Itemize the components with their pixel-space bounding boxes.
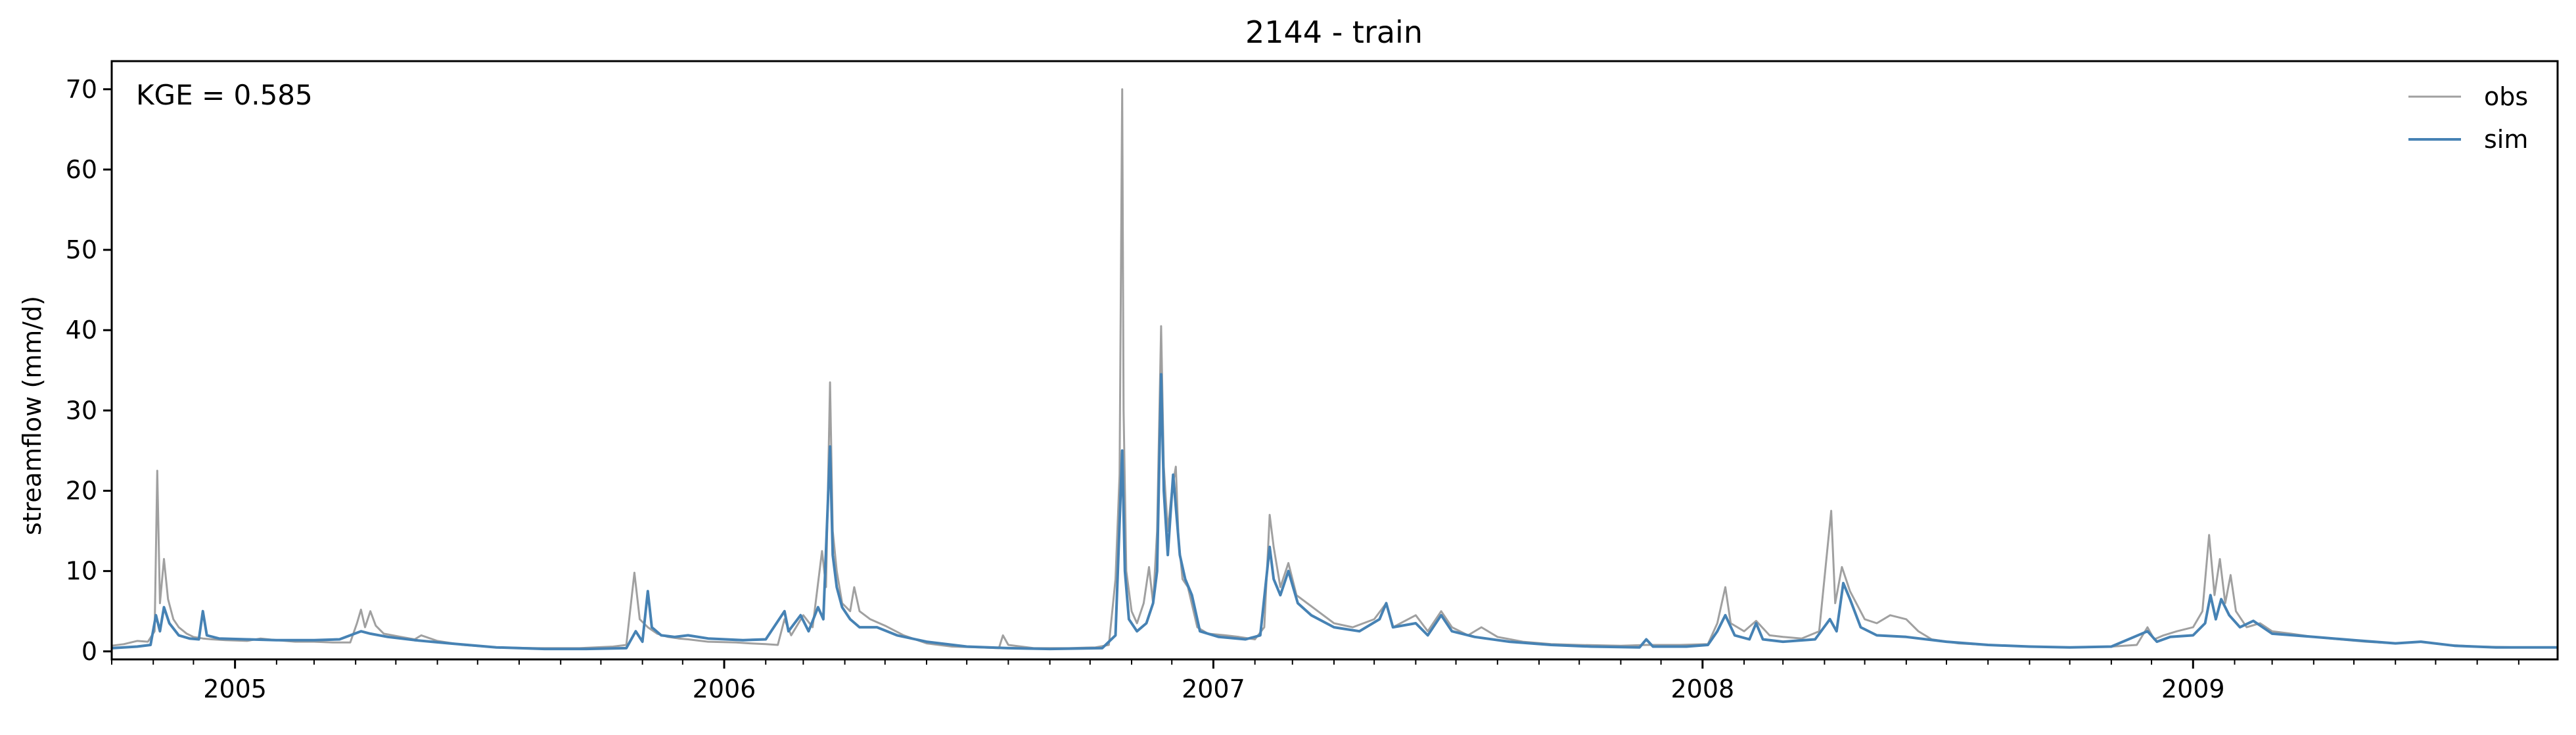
axes: 0 10 20 30 40 50 60 70 2005 2006 2007 2008 2009 <box>66 75 2519 703</box>
y-tick-label: 50 <box>66 235 97 264</box>
x-tick-label: 2005 <box>203 675 267 703</box>
plot-area <box>111 88 2558 651</box>
y-tick-label: 70 <box>66 75 97 104</box>
y-tick-label: 30 <box>66 396 97 425</box>
y-tick-label: 20 <box>66 476 97 505</box>
x-tick-label: 2008 <box>1670 675 1734 703</box>
y-tick-label: 40 <box>66 316 97 344</box>
y-tick-label: 60 <box>66 155 97 184</box>
x-tick-label: 2006 <box>693 675 756 703</box>
chart-title: 2144 - train <box>1245 14 1423 50</box>
x-tick-label: 2007 <box>1182 675 1245 703</box>
x-tick-label: 2009 <box>2161 675 2225 703</box>
plot-frame <box>110 60 2559 661</box>
legend: obs sim <box>2408 82 2528 154</box>
legend-label-obs: obs <box>2484 82 2528 111</box>
legend-label-sim: sim <box>2484 125 2528 154</box>
y-tick-label: 0 <box>81 637 97 666</box>
y-axis-label: streamflow (mm/d) <box>18 296 47 535</box>
y-tick-label: 10 <box>66 557 97 586</box>
kge-annotation: KGE = 0.585 <box>136 79 313 111</box>
series-line-sim <box>111 373 2558 651</box>
